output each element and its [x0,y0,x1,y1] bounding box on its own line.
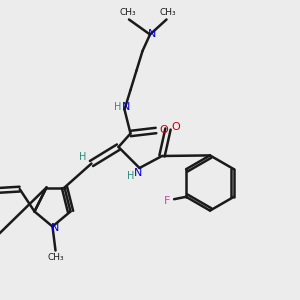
Text: O: O [171,122,180,133]
Text: H: H [80,152,87,162]
Text: H: H [114,102,122,112]
Text: N: N [51,223,60,233]
Text: CH₃: CH₃ [119,8,136,17]
Text: N: N [134,168,142,178]
Text: F: F [164,196,170,206]
Text: CH₃: CH₃ [47,254,64,262]
Text: CH₃: CH₃ [160,8,176,17]
Text: N: N [122,102,130,112]
Text: N: N [148,28,156,39]
Text: O: O [159,124,168,135]
Text: H: H [127,171,134,181]
